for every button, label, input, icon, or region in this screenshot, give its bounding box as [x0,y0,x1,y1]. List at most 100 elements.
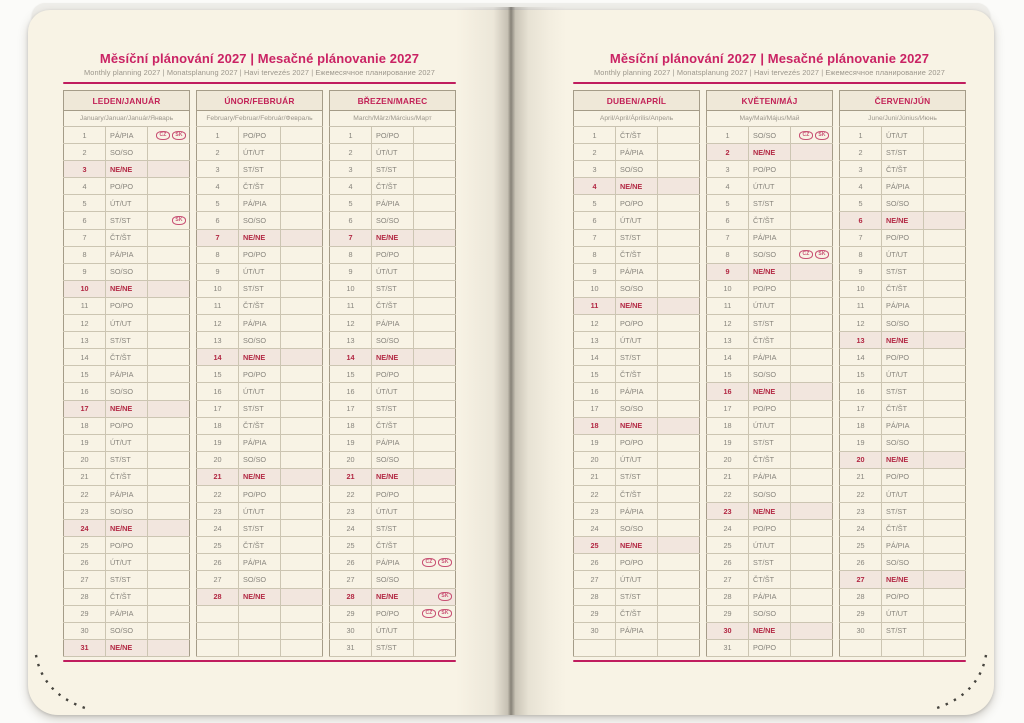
day-row: 30 ÚT/UT [329,621,456,640]
day-label-cell: NE/NE [615,177,658,196]
day-number-cell: 7 [839,228,882,247]
notes-cell [657,160,700,179]
notes-cell [923,125,966,145]
day-label-cell: SO/SO [371,450,414,469]
notes-cell [790,450,833,469]
day-label-cell: NE/NE [238,228,281,247]
day-number-cell: 26 [839,553,882,572]
day-row: 20 ST/ST [63,450,190,469]
day-row: 29 PÁ/PIA [63,604,190,623]
day-row: 27 ÚT/UT [573,570,700,589]
day-number-cell: 10 [63,279,106,298]
notes-cell [147,553,190,572]
day-label-cell: ČT/ŠT [371,416,414,435]
day-row: 6 SO/SO [329,211,456,230]
day-row: 22 ÚT/UT [839,484,966,504]
day-label-cell: SO/SO [105,502,148,521]
day-row: 30 NE/NE [706,621,833,640]
notes-cell [413,125,456,145]
day-number-cell: 4 [573,177,616,196]
day-number-cell: 25 [706,536,749,555]
empty-cell [196,621,239,640]
day-number-cell: 26 [196,553,239,572]
notes-cell [790,416,833,435]
day-label-cell: ST/ST [238,519,281,538]
day-row: 13 NE/NE [839,331,966,350]
notes-cell [413,467,456,486]
day-label-cell: SO/SO [748,365,791,384]
notes-cell [657,194,700,213]
day-label-cell: ST/ST [615,228,658,247]
day-number-cell: 23 [706,502,749,521]
notes-cell [790,399,833,418]
day-number-cell: 15 [329,365,372,384]
day-row: 28 ČT/ŠT [63,587,190,606]
day-label-cell: PO/PO [371,245,414,264]
month-name: ČERVEN/JÚN [839,90,966,111]
notes-cell [790,194,833,213]
day-number-cell: 20 [63,450,106,469]
day-number-cell: 22 [706,484,749,504]
empty-cell [280,638,323,657]
day-label-cell: ST/ST [615,467,658,486]
notes-cell [413,484,456,504]
day-row: 7 PO/PO [839,228,966,247]
day-label-cell: NE/NE [881,570,924,589]
notes-cell [657,553,700,572]
notes-cell [790,502,833,521]
day-number-cell: 18 [196,416,239,435]
title-rule-bottom [573,659,966,662]
day-number-cell: 24 [706,519,749,538]
notes-cell [657,125,700,145]
notes-cell [147,228,190,247]
notes-cell [923,228,966,247]
notes-cell [923,450,966,469]
day-row: 19 PÁ/PIA [329,433,456,452]
day-number-cell: 7 [196,228,239,247]
day-number-cell: 21 [839,467,882,486]
notes-cell [147,587,190,606]
tear-corner-dots-left [34,654,89,711]
day-row: 6 NE/NE [839,211,966,230]
title-rule-top [573,82,966,84]
notes-cell [280,177,323,196]
notes-cell [280,314,323,333]
day-label-cell: ÚT/UT [371,382,414,401]
day-row: 21 PÁ/PIA [706,467,833,486]
day-row: 11 PÁ/PIA [839,296,966,316]
day-number-cell: 3 [573,160,616,179]
day-number-cell: 26 [63,553,106,572]
day-row: 3 SO/SO [573,160,700,179]
day-label-cell: ST/ST [748,433,791,452]
day-label-cell: ČT/ŠT [615,125,658,145]
notes-cell [657,484,700,504]
day-row: 11 ČT/ŠT [196,296,323,316]
day-row: 30 ST/ST [839,621,966,640]
day-label-cell: ST/ST [881,143,924,162]
day-label-cell: SO/SO [371,570,414,589]
day-row: 6 SO/SO [196,211,323,230]
day-label-cell: ÚT/UT [615,211,658,230]
day-row: 23 ÚT/UT [196,502,323,521]
day-number-cell: 5 [329,194,372,213]
notes-cell [147,399,190,418]
day-number-cell: 4 [706,177,749,196]
day-row: 12 ÚT/UT [63,314,190,333]
notes-cell [413,143,456,162]
day-row: 25 NE/NE [573,536,700,555]
day-label-cell: ČT/ŠT [881,160,924,179]
day-number-cell: 12 [329,314,372,333]
day-label-cell: PÁ/PIA [105,245,148,264]
day-row: 28 PÁ/PIA [706,587,833,606]
notes-cell [413,177,456,196]
day-row: 18 ÚT/UT [706,416,833,435]
day-number-cell: 8 [329,245,372,264]
notes-cell [657,416,700,435]
day-label-cell: ČT/ŠT [238,177,281,196]
day-number-cell: 10 [573,279,616,298]
day-number-cell: 30 [63,621,106,640]
day-number-cell: 28 [63,587,106,606]
day-label-cell: PO/PO [371,484,414,504]
day-number-cell: 17 [573,399,616,418]
empty-cell [280,604,323,623]
